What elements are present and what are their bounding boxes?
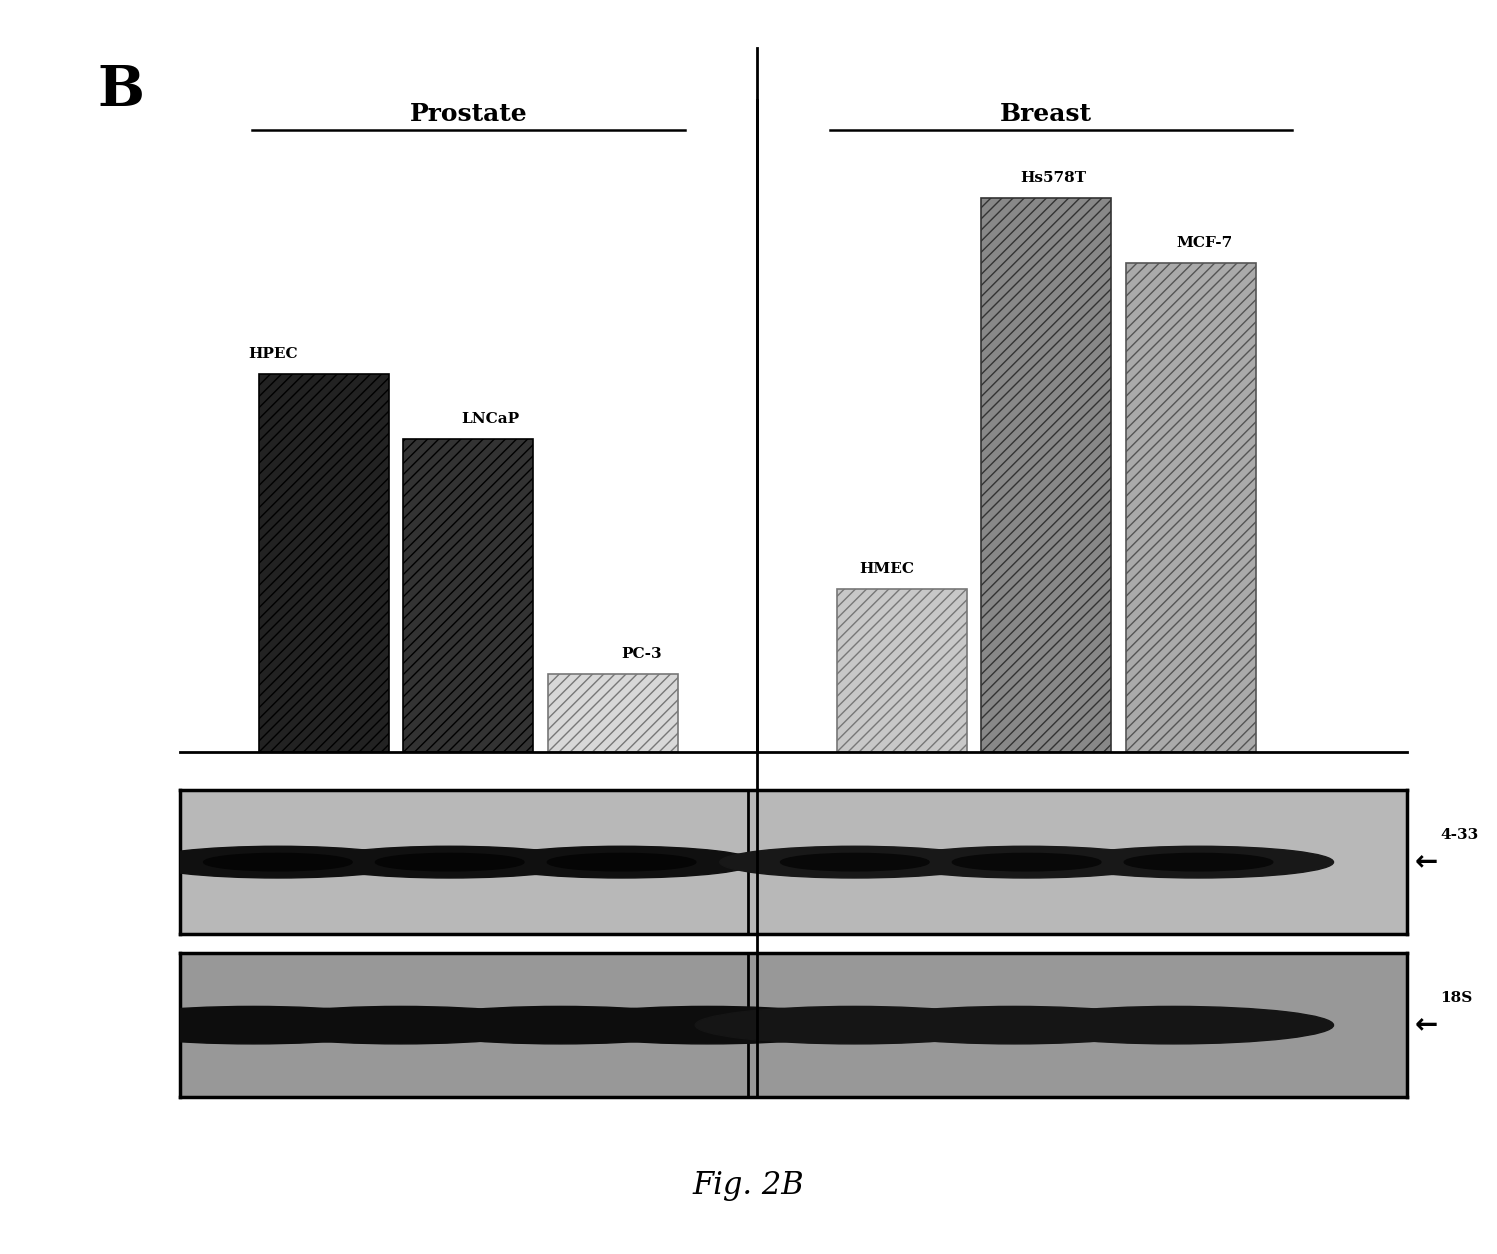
- Circle shape: [204, 854, 352, 870]
- Circle shape: [376, 854, 524, 870]
- Circle shape: [548, 854, 696, 870]
- Text: ←: ←: [1415, 848, 1439, 877]
- Circle shape: [720, 846, 990, 878]
- Circle shape: [780, 854, 930, 870]
- Bar: [548, 675, 678, 752]
- Text: LNCaP: LNCaP: [461, 413, 519, 426]
- Circle shape: [241, 1007, 560, 1043]
- Circle shape: [142, 846, 413, 878]
- Circle shape: [855, 1007, 1174, 1043]
- Bar: [404, 439, 533, 752]
- Circle shape: [94, 1007, 413, 1043]
- Bar: [259, 374, 389, 752]
- Text: Breast: Breast: [1000, 103, 1093, 127]
- Circle shape: [952, 854, 1100, 870]
- Text: PC-3: PC-3: [621, 647, 662, 661]
- Text: HMEC: HMEC: [859, 562, 915, 577]
- Circle shape: [1015, 1007, 1334, 1043]
- Circle shape: [487, 846, 756, 878]
- Circle shape: [401, 1007, 720, 1043]
- Circle shape: [892, 846, 1162, 878]
- Circle shape: [1124, 854, 1272, 870]
- Bar: [981, 198, 1111, 752]
- Text: MCF-7: MCF-7: [1177, 236, 1234, 251]
- Circle shape: [695, 1007, 1015, 1043]
- Circle shape: [1063, 846, 1334, 878]
- Text: 4-33: 4-33: [1440, 828, 1479, 841]
- Bar: [1126, 263, 1256, 752]
- Circle shape: [314, 846, 585, 878]
- Text: HPEC: HPEC: [249, 347, 298, 361]
- Text: 18S: 18S: [1440, 991, 1473, 1004]
- Text: Hs578T: Hs578T: [1021, 171, 1087, 186]
- Text: ←: ←: [1415, 1011, 1439, 1040]
- Text: B: B: [97, 63, 144, 118]
- Circle shape: [548, 1007, 867, 1043]
- Text: Fig. 2B: Fig. 2B: [693, 1170, 804, 1200]
- Text: Prostate: Prostate: [410, 103, 527, 127]
- Bar: [837, 589, 967, 752]
